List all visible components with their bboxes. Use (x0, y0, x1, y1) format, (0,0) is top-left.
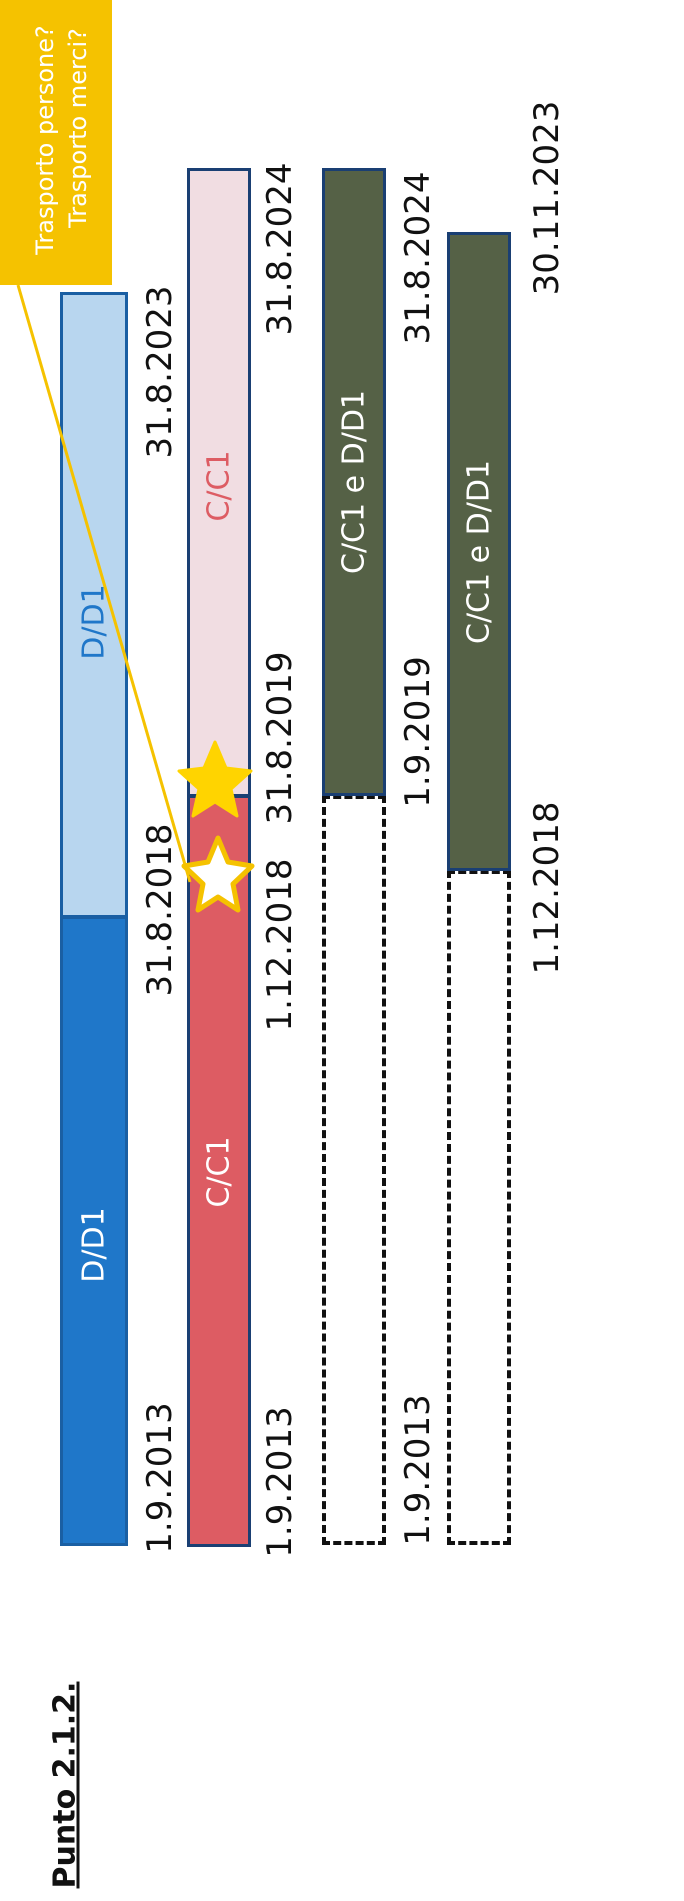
star-icon-yellow (177, 740, 253, 818)
star-icon-white (181, 835, 255, 913)
row4-segment (447, 232, 511, 871)
row3-dashed-segment (322, 795, 386, 1545)
row1-segment-light (60, 292, 128, 918)
callout-connector-line (16, 284, 192, 883)
callout-box: Trasporto persone? Trasporto merci? (0, 0, 112, 285)
row2-segment-light (187, 168, 251, 797)
row2-segment-dark (187, 795, 251, 1547)
row1-segment-dark (60, 916, 128, 1546)
row3-segment (322, 168, 386, 796)
row4-dashed-segment (447, 870, 511, 1545)
